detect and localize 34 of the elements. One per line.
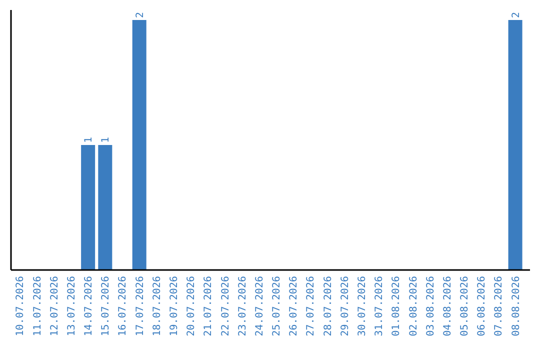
x-tick-label: 26.07.2026	[288, 276, 300, 336]
x-tick-label: 05.08.2026	[460, 276, 471, 336]
x-tick-label: 08.08.2026	[510, 276, 522, 336]
data-label: 2	[134, 12, 146, 18]
x-tick-label: 15.07.2026	[100, 276, 112, 336]
x-tick-label: 11.07.2026	[32, 276, 44, 336]
x-tick-label: 18.07.2026	[152, 276, 163, 336]
x-tick-label: 21.07.2026	[203, 276, 214, 336]
x-tick-label: 25.07.2026	[272, 276, 283, 336]
x-tick-label: 14.07.2026	[84, 276, 95, 336]
x-tick-label: 19.07.2026	[169, 276, 180, 336]
x-tick-label: 06.08.2026	[476, 276, 488, 336]
x-tick-label: 29.07.2026	[340, 276, 351, 336]
x-tick-label: 04.08.2026	[442, 276, 454, 336]
x-tick-label: 02.08.2026	[408, 276, 420, 336]
x-tick-label: 16.07.2026	[118, 276, 129, 336]
x-tick-label: 22.07.2026	[220, 276, 232, 336]
x-tick-label: 01.08.2026	[391, 276, 402, 336]
x-tick-label: 20.07.2026	[186, 276, 198, 336]
data-label: 1	[84, 136, 95, 143]
x-tick-label: 30.07.2026	[356, 276, 368, 336]
x-tick-label: 10.07.2026	[15, 276, 26, 336]
x-tick-label: 24.07.2026	[254, 276, 266, 336]
x-tick-label: 07.08.2026	[494, 276, 505, 336]
x-tick-label: 17.07.2026	[134, 276, 146, 336]
data-label: 1	[100, 136, 112, 143]
x-tick-label: 03.08.2026	[425, 276, 436, 336]
x-tick-label: 12.07.2026	[49, 276, 60, 336]
x-tick-label: 13.07.2026	[66, 276, 78, 336]
x-tick-label: 27.07.2026	[306, 276, 317, 336]
x-tick-label: 23.07.2026	[237, 276, 248, 336]
data-label: 2	[510, 12, 522, 18]
x-tick-label: 31.07.2026	[374, 276, 386, 336]
x-tick-label: 28.07.2026	[322, 276, 334, 336]
